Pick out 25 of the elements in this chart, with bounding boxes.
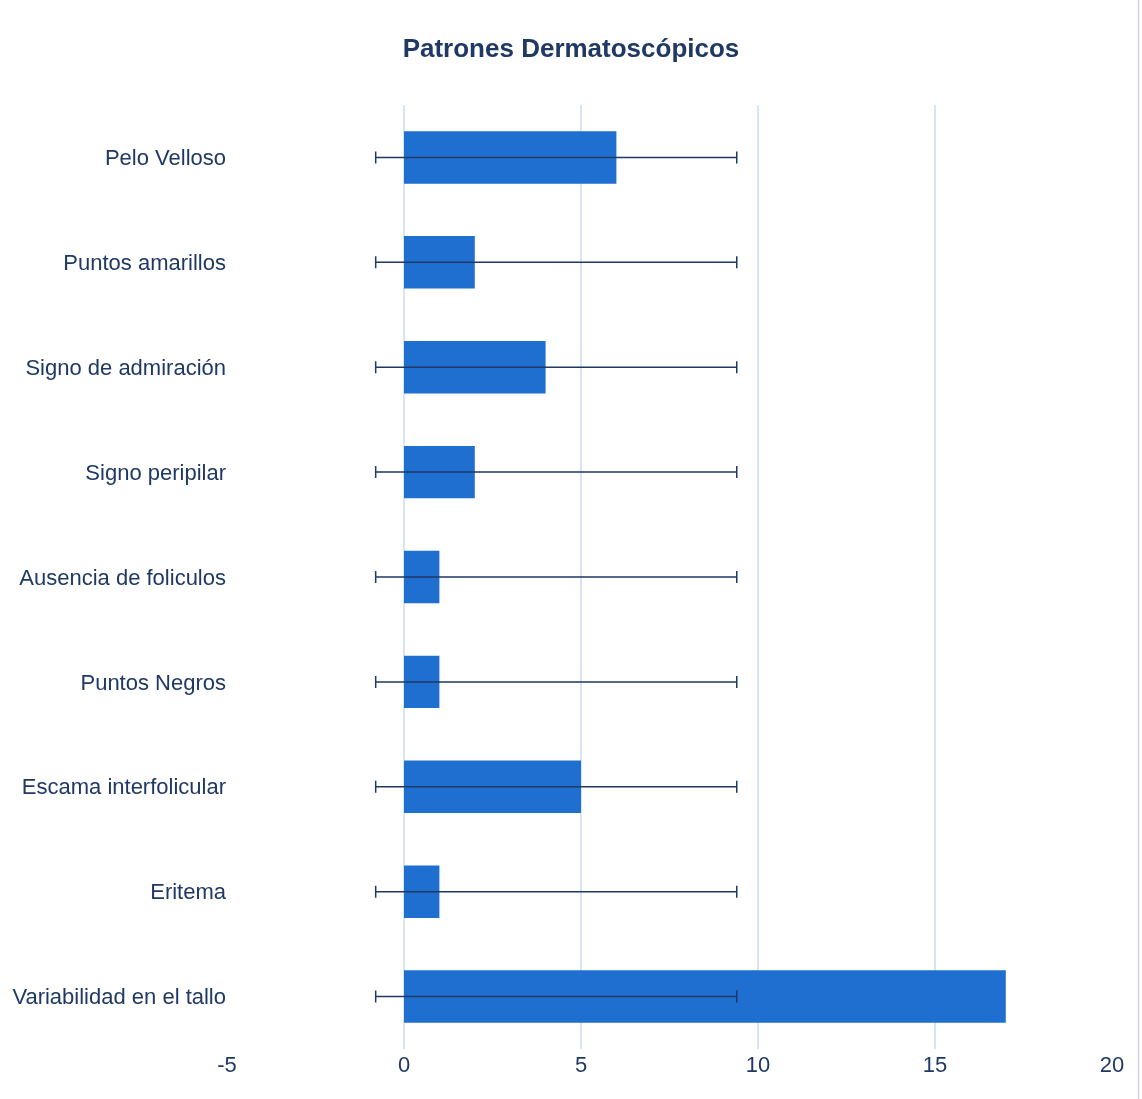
bar <box>404 865 440 918</box>
x-tick-label: 15 <box>922 1052 948 1077</box>
y-tick-label: Variabilidad en el tallo <box>12 984 226 1010</box>
bar <box>404 550 440 604</box>
x-tick-label: -5 <box>217 1052 237 1077</box>
bar <box>404 970 1006 1023</box>
bar <box>404 655 440 709</box>
x-tick-label: 20 <box>1099 1052 1125 1077</box>
y-tick-label: Puntos amarillos <box>63 250 226 276</box>
bar <box>404 445 475 499</box>
bar <box>404 760 581 813</box>
bar <box>404 341 546 394</box>
y-tick-label: Eritema <box>150 879 227 905</box>
x-tick-label: 10 <box>745 1052 771 1077</box>
chart-title: Patrones Dermatoscópicos <box>402 32 740 63</box>
x-tick-label: 5 <box>574 1052 588 1077</box>
x-tick-label: 0 <box>397 1052 411 1077</box>
y-tick-label: Signo de admiración <box>25 354 226 380</box>
y-tick-label: Puntos Negros <box>80 669 226 695</box>
bar <box>404 236 475 289</box>
y-tick-label: Escama interfolicular <box>21 774 226 800</box>
bar <box>404 131 617 184</box>
y-tick-label: Signo peripilar <box>85 459 226 485</box>
y-tick-label: Ausencia de foliculos <box>19 564 226 590</box>
y-tick-label: Pelo Velloso <box>104 145 226 171</box>
